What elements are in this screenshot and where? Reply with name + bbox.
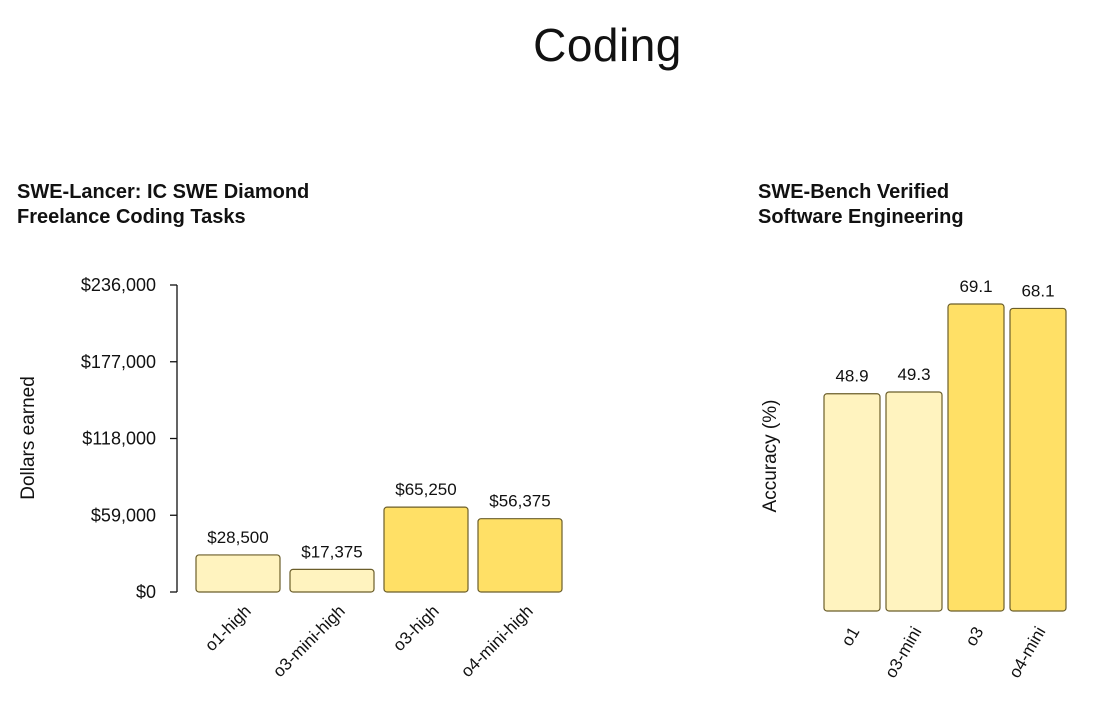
bar-o3 xyxy=(947,303,1005,612)
bar-o4-mini xyxy=(1009,307,1067,612)
x-tick-label: o3 xyxy=(962,624,988,650)
chart-title-line-1: SWE-Bench Verified xyxy=(758,181,950,203)
chart-title-swe-bench: SWE-Bench Verified Software Engineering xyxy=(758,180,964,230)
bar-o3-high xyxy=(383,506,469,593)
bar-o1-high xyxy=(195,554,281,593)
data-label: $65,250 xyxy=(395,480,456,499)
data-label: 69.1 xyxy=(959,277,992,296)
bar-o1 xyxy=(823,393,881,612)
x-tick-label: o1 xyxy=(838,624,864,650)
y-tick-label: $118,000 xyxy=(82,429,156,449)
chart-title-swe-lancer: SWE-Lancer: IC SWE Diamond Freelance Cod… xyxy=(17,180,309,230)
x-tick-label: o3-mini xyxy=(881,624,925,682)
data-label: 68.1 xyxy=(1021,281,1054,300)
y-tick-label: $177,000 xyxy=(81,352,156,372)
chart-title-line-1: SWE-Lancer: IC SWE Diamond xyxy=(17,181,310,203)
y-tick-label: $0 xyxy=(136,582,156,602)
data-label: $28,500 xyxy=(207,528,268,547)
y-tick-label: $236,000 xyxy=(81,275,156,295)
data-label: $56,375 xyxy=(489,492,550,511)
chart-title-line-2: Software Engineering xyxy=(758,206,964,228)
bar-o3-mini-high xyxy=(289,568,375,593)
bar-o3-mini xyxy=(885,391,943,612)
page-title: Coding xyxy=(533,19,682,71)
y-axis-title: Accuracy (%) xyxy=(760,400,781,513)
data-label: 49.3 xyxy=(897,365,930,384)
bar-o4-mini-high xyxy=(477,518,563,593)
data-label: 48.9 xyxy=(835,367,868,386)
data-label: $17,375 xyxy=(301,542,362,561)
x-tick-label: o4-mini xyxy=(1005,624,1049,682)
y-axis-title: Dollars earned xyxy=(18,376,39,500)
chart-title-line-2: Freelance Coding Tasks xyxy=(17,206,246,228)
y-tick-label: $59,000 xyxy=(91,505,156,525)
